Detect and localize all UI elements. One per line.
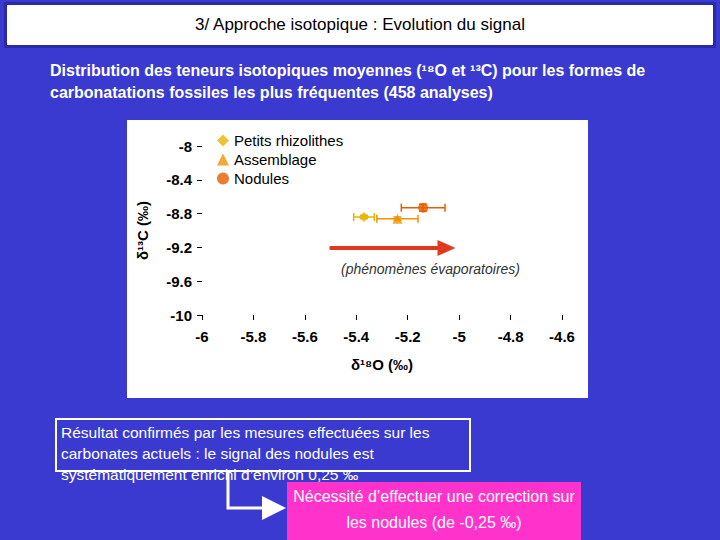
html-text:Résultat confirmés par les mes: Résultat confirmés par les mesures effec… (61, 424, 430, 483)
html-text:Nécessité d’effectuer une corr: Nécessité d’effectuer une correction sur… (293, 488, 575, 531)
svg-text:-10: -10 (170, 307, 192, 324)
svg-text:-5.8: -5.8 (240, 328, 266, 345)
svg-text:δ¹³C (‰): δ¹³C (‰) (134, 201, 151, 260)
svg-text:-8.4: -8.4 (166, 171, 193, 188)
svg-text:-8.8: -8.8 (166, 205, 192, 222)
svg-text:-9.6: -9.6 (166, 273, 192, 290)
svg-text:-6: -6 (195, 328, 208, 345)
svg-text:-8: -8 (179, 138, 192, 155)
svg-text:-5.4: -5.4 (343, 328, 370, 345)
svg-text:-4.6: -4.6 (549, 328, 575, 345)
svg-text:-9.2: -9.2 (166, 239, 192, 256)
svg-text:δ¹⁸O (‰): δ¹⁸O (‰) (351, 356, 413, 373)
html-text:3/ Approche isotopique : Evolu: 3/ Approche isotopique : Evolution du si… (195, 15, 525, 34)
svg-text:-5.6: -5.6 (292, 328, 318, 345)
svg-text:-4.8: -4.8 (498, 328, 524, 345)
html-text:Distribution des teneurs isoto: Distribution des teneurs isotopiques moy… (50, 62, 646, 101)
svg-text:Assemblage: Assemblage (234, 151, 317, 168)
svg-text:-5.2: -5.2 (395, 328, 421, 345)
svg-text:-5: -5 (452, 328, 465, 345)
svg-text:Nodules: Nodules (234, 170, 289, 187)
svg-text:Petits rhizolithes: Petits rhizolithes (234, 132, 343, 149)
svg-text:(phénomènes évaporatoires): (phénomènes évaporatoires) (341, 261, 520, 277)
